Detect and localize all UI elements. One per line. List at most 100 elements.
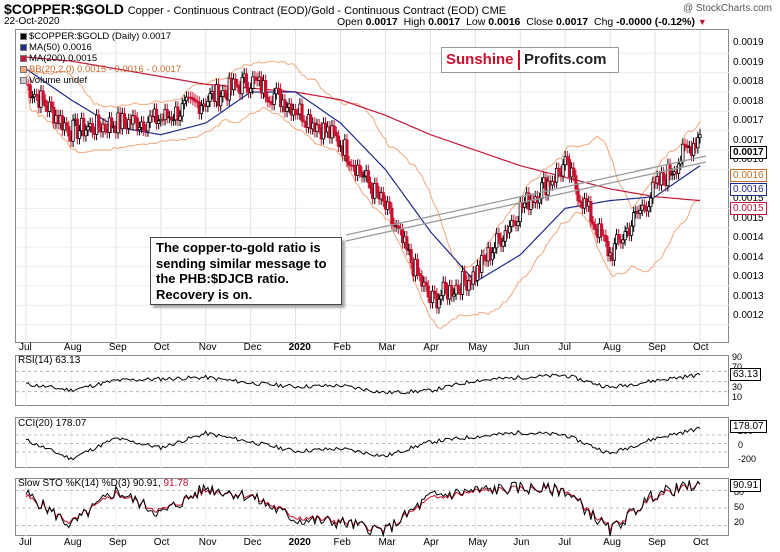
- candle-body: [467, 280, 471, 291]
- candle-body: [390, 207, 394, 224]
- price-tick-label: 0.0015: [733, 212, 764, 224]
- candle-body: [424, 281, 428, 287]
- chart-title: $COPPER:$GOLD Copper - Continuous Contra…: [4, 1, 506, 17]
- price-legend: $COPPER:$GOLD (Daily) 0.0017 MA(50) 0.00…: [20, 31, 181, 86]
- candle-body: [234, 78, 238, 86]
- candle-body: [565, 156, 569, 160]
- candle-body: [253, 76, 257, 79]
- rsi-tick-label: 10: [732, 392, 743, 402]
- candle-body: [606, 241, 610, 257]
- x-tick-label-bottom: 2020: [288, 537, 311, 548]
- candle-body: [490, 252, 495, 261]
- candle-body: [176, 106, 180, 121]
- candle-body: [30, 96, 35, 99]
- x-tick-label: Mar: [378, 342, 396, 353]
- legend-bb: BB(20,2.0) 0.0015 - 0.0016 - 0.0017: [20, 64, 181, 75]
- candle-body: [223, 89, 227, 94]
- candle-body: [272, 93, 276, 105]
- volume-swatch: [20, 76, 27, 84]
- candle-body: [454, 284, 458, 295]
- candle-body: [681, 143, 685, 162]
- candle-body: [400, 229, 405, 244]
- legend-symbol-text: $COPPER:$GOLD (Daily) 0.0017: [29, 31, 172, 42]
- symbol-subtitle: Copper - Continuous Contract (EOD)/Gold …: [127, 5, 507, 17]
- cci-label: CCI(20) 178.07: [18, 418, 87, 429]
- x-tick-label-bottom: Oct: [153, 537, 170, 548]
- candle-body: [437, 298, 441, 309]
- candle-body: [557, 167, 561, 173]
- candle-body: [439, 295, 443, 300]
- legend-ma50: MA(50) 0.0016: [20, 42, 181, 53]
- ma50-swatch: [20, 43, 27, 51]
- x-tick-label: Aug: [603, 342, 621, 353]
- candle-body: [279, 88, 283, 108]
- candle-body: [41, 90, 45, 101]
- annotation-box: The copper-to-gold ratio is sending simi…: [150, 237, 342, 305]
- candle-body: [283, 99, 287, 112]
- candle-body: [90, 123, 94, 133]
- candle-body: [103, 123, 107, 130]
- candle-body: [638, 209, 642, 214]
- candle-body: [142, 121, 146, 131]
- candle-body: [418, 273, 422, 277]
- candle-body: [131, 115, 135, 125]
- candle-body: [293, 109, 298, 115]
- x-tick-label-bottom: Oct: [693, 537, 709, 548]
- x-tick-label: Jul: [558, 342, 571, 353]
- candle-body: [512, 220, 516, 223]
- cci-svg: [16, 418, 730, 469]
- x-tick-label-bottom: Mar: [378, 537, 396, 548]
- candle-body: [696, 137, 700, 149]
- candle-body: [82, 117, 86, 137]
- candle-body: [221, 89, 225, 97]
- candle-body: [71, 119, 75, 142]
- price-tick-label: 0.0014: [733, 232, 764, 243]
- candle-body: [409, 248, 413, 264]
- candle-body: [244, 73, 248, 89]
- x-tick-label: Dec: [243, 342, 262, 353]
- candle-body: [75, 118, 79, 139]
- candle-body: [651, 181, 655, 199]
- candle-body: [642, 204, 646, 208]
- rsi-pane: [15, 355, 730, 407]
- x-tick-label-bottom: Aug: [63, 537, 82, 548]
- candle-body: [540, 182, 544, 200]
- sto-value-badge: 90.91: [730, 479, 762, 492]
- candle-body: [516, 221, 520, 226]
- x-tick-label-bottom: Aug: [603, 537, 621, 548]
- candle-body: [612, 243, 617, 261]
- candle-body: [43, 99, 47, 107]
- candle-body: [191, 97, 195, 100]
- candle-body: [475, 265, 480, 281]
- candle-body: [28, 84, 32, 99]
- candle-body: [460, 270, 465, 295]
- candle-body: [368, 182, 373, 189]
- candle-body: [452, 293, 456, 297]
- x-tick-label: Jul: [19, 342, 32, 353]
- candle-body: [420, 275, 424, 287]
- x-tick-label: 2020: [288, 342, 311, 353]
- candle-body: [388, 201, 392, 209]
- price-tick-label: 0.0012: [733, 310, 764, 321]
- candle-body: [662, 172, 666, 181]
- candle-body: [629, 225, 634, 236]
- x-tick-label-bottom: May: [468, 537, 488, 548]
- credit-text: @ StockCharts.com: [682, 3, 772, 14]
- candle-body: [77, 130, 82, 139]
- candle-body: [456, 284, 460, 290]
- x-tick-label: Oct: [693, 342, 709, 353]
- ohlc-readout: Open 0.0017 High 0.0017 Low 0.0016 Close…: [337, 16, 707, 28]
- x-tick-label-bottom: Feb: [333, 537, 351, 548]
- x-tick-label: Feb: [333, 342, 351, 353]
- candle-body: [640, 204, 644, 211]
- candle-body: [199, 105, 204, 115]
- candle-body: [375, 182, 379, 193]
- x-tick-label-bottom: Dec: [243, 537, 262, 548]
- candle-body: [433, 290, 437, 295]
- candle-body: [264, 80, 268, 98]
- candle-body: [617, 234, 621, 241]
- legend-ma200: MA(200) 0.0015: [20, 53, 181, 64]
- sto-d-value: 91.78: [163, 478, 189, 489]
- candle-body: [122, 113, 127, 124]
- logo-separator: [518, 50, 520, 70]
